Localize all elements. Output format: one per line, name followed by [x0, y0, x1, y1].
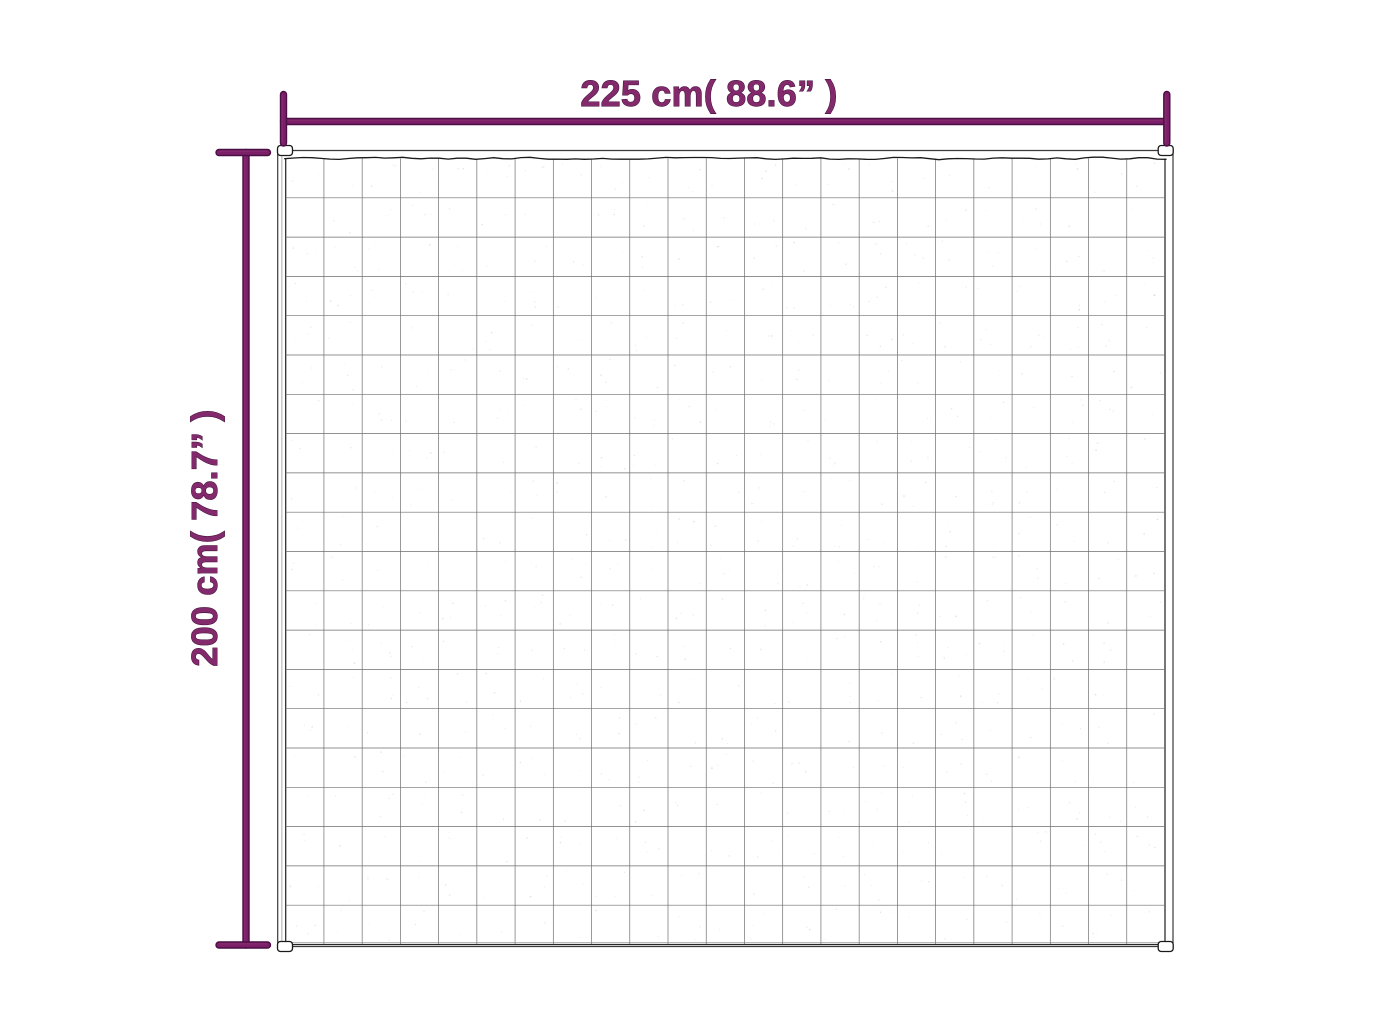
svg-text:225 cm( 88.6” ): 225 cm( 88.6” ) [580, 73, 837, 114]
svg-text:200 cm( 78.7” ): 200 cm( 78.7” ) [184, 409, 225, 666]
